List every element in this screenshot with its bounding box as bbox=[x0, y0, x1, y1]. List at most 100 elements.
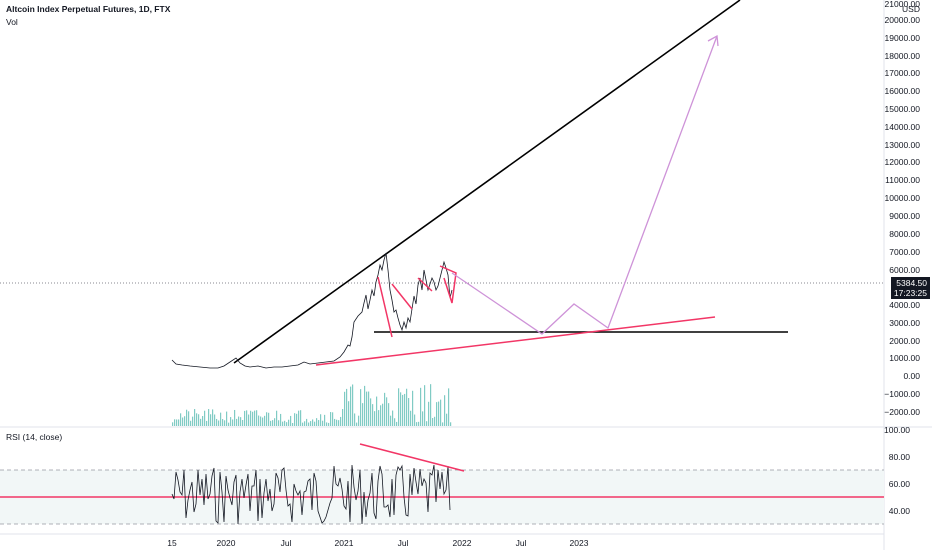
rsi-indicator-label[interactable]: RSI (14, close) bbox=[6, 432, 63, 442]
volume-bar bbox=[196, 413, 198, 426]
rsi-axis[interactable]: 100.00 80.00 60.00 40.00 bbox=[884, 425, 910, 516]
volume-bar bbox=[280, 413, 282, 426]
volume-bar bbox=[272, 420, 274, 426]
volume-bar bbox=[204, 410, 206, 426]
volume-bar bbox=[296, 413, 298, 426]
time-axis-label: Jul bbox=[281, 538, 292, 548]
price-axis-label: 15000.00 bbox=[885, 104, 921, 114]
volume-bar bbox=[206, 420, 208, 426]
flag-line-3[interactable] bbox=[417, 277, 433, 292]
volume-bar bbox=[338, 420, 340, 426]
volume-bar bbox=[362, 403, 364, 426]
volume-bar bbox=[278, 420, 280, 426]
price-axis-label: 17000.00 bbox=[885, 68, 921, 78]
volume-bar bbox=[402, 394, 404, 426]
flag-line-1[interactable] bbox=[377, 276, 393, 338]
price-axis-label: 2000.00 bbox=[889, 336, 920, 346]
volume-bar bbox=[292, 422, 294, 426]
volume-bar bbox=[436, 402, 438, 426]
time-axis[interactable]: 15 2020 Jul 2021 Jul 2022 Jul 2023 bbox=[167, 538, 588, 548]
price-axis-label: 11000.00 bbox=[885, 175, 920, 185]
price-axis-label: 4000.00 bbox=[889, 300, 920, 310]
volume-bar bbox=[372, 404, 374, 426]
price-axis[interactable]: 21000.00 20000.00 19000.00 18000.00 17000.00… bbox=[884, 0, 920, 417]
rsi-axis-label: 100.00 bbox=[884, 425, 910, 435]
volume-bar bbox=[234, 409, 236, 426]
volume-bar bbox=[432, 417, 434, 426]
volume-bar bbox=[448, 388, 450, 426]
price-axis-label: 13000.00 bbox=[885, 140, 921, 150]
volume-bar bbox=[388, 403, 390, 426]
last-price-badge: 5384.50 17:23:25 bbox=[890, 277, 930, 299]
price-axis-label: 14000.00 bbox=[885, 122, 921, 132]
volume-bar bbox=[406, 388, 408, 426]
price-axis-label: 20000.00 bbox=[885, 15, 921, 25]
volume-bar bbox=[376, 396, 378, 426]
volume-indicator-label[interactable]: Vol bbox=[6, 17, 18, 27]
price-axis-label: 19000.00 bbox=[885, 33, 921, 43]
volume-bar bbox=[214, 414, 216, 426]
rsi-series-line bbox=[171, 464, 451, 525]
volume-bar bbox=[298, 410, 300, 426]
volume-bar bbox=[174, 419, 176, 426]
volume-bar bbox=[232, 419, 234, 426]
symbol-title[interactable]: Altcoin Index Perpetual Futures, 1D, FTX bbox=[6, 4, 171, 14]
volume-bar bbox=[344, 391, 346, 426]
volume-bar bbox=[440, 399, 442, 426]
volume-bar bbox=[284, 420, 286, 426]
volume-bar bbox=[188, 411, 190, 426]
volume-bar bbox=[336, 419, 338, 426]
volume-bar bbox=[300, 410, 302, 426]
volume-bar bbox=[192, 416, 194, 426]
volume-bar bbox=[398, 388, 400, 426]
projection-path[interactable] bbox=[451, 35, 718, 335]
volume-bar bbox=[254, 410, 256, 426]
volume-bar bbox=[356, 422, 358, 426]
rsi-divergence-line[interactable] bbox=[359, 443, 465, 472]
volume-bar bbox=[182, 417, 184, 426]
price-series-line bbox=[171, 252, 453, 369]
time-axis-label: 15 bbox=[167, 538, 177, 548]
flag-line-4[interactable] bbox=[439, 265, 457, 304]
volume-bar bbox=[358, 415, 360, 426]
volume-bar bbox=[352, 384, 354, 426]
volume-bar bbox=[180, 413, 182, 426]
volume-bar bbox=[262, 417, 264, 426]
volume-bar bbox=[424, 385, 426, 426]
flag-line-2[interactable] bbox=[391, 283, 413, 310]
rising-support-trendline[interactable] bbox=[315, 316, 716, 366]
volume-bar bbox=[246, 410, 248, 426]
volume-bar bbox=[380, 405, 382, 426]
ascending-trendline[interactable] bbox=[233, 0, 741, 364]
volume-bar bbox=[332, 412, 334, 426]
projection-arrowhead bbox=[707, 34, 719, 47]
price-axis-label: 7000.00 bbox=[889, 247, 920, 257]
volume-bar bbox=[176, 419, 178, 426]
price-axis-label: 16000.00 bbox=[885, 86, 921, 96]
volume-bar bbox=[420, 387, 422, 426]
volume-bar bbox=[416, 422, 418, 426]
time-axis-label: 2021 bbox=[335, 538, 354, 548]
volume-bar bbox=[252, 411, 254, 426]
volume-bar bbox=[434, 416, 436, 426]
volume-bar bbox=[266, 412, 268, 426]
volume-bar bbox=[228, 422, 230, 426]
volume-bar bbox=[236, 418, 238, 426]
volume-bar bbox=[408, 398, 410, 426]
volume-bar bbox=[316, 418, 318, 426]
rsi-axis-label: 40.00 bbox=[889, 506, 911, 516]
volume-bar bbox=[216, 418, 218, 426]
volume-bar bbox=[264, 415, 266, 426]
volume-bar bbox=[260, 416, 262, 426]
volume-bar bbox=[320, 414, 322, 426]
price-axis-label: 1000.00 bbox=[889, 353, 920, 363]
volume-bar bbox=[240, 417, 242, 426]
volume-bar bbox=[282, 421, 284, 426]
volume-bar bbox=[326, 422, 328, 426]
price-axis-label: 8000.00 bbox=[889, 229, 920, 239]
volume-bar bbox=[194, 409, 196, 426]
volume-bar bbox=[386, 397, 388, 426]
volume-bar bbox=[172, 422, 174, 426]
volume-bar bbox=[238, 416, 240, 426]
